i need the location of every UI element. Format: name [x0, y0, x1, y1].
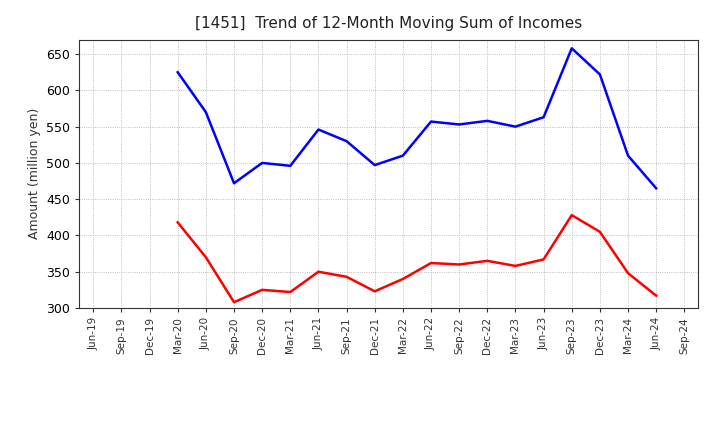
Net Income — [202, 255, 210, 260]
Ordinary Income — [202, 110, 210, 115]
Net Income — [595, 229, 604, 235]
Ordinary Income — [174, 70, 182, 75]
Ordinary Income — [230, 180, 238, 186]
Net Income — [174, 220, 182, 225]
Net Income — [624, 271, 632, 276]
Ordinary Income — [483, 118, 492, 124]
Net Income — [567, 213, 576, 218]
Net Income — [455, 262, 464, 267]
Net Income — [258, 287, 266, 293]
Ordinary Income — [314, 127, 323, 132]
Net Income — [511, 263, 520, 268]
Ordinary Income — [399, 153, 408, 158]
Net Income — [342, 274, 351, 279]
Ordinary Income — [427, 119, 436, 124]
Line: Net Income: Net Income — [178, 215, 656, 302]
Net Income — [483, 258, 492, 264]
Ordinary Income — [652, 186, 660, 191]
Ordinary Income — [455, 122, 464, 127]
Ordinary Income — [595, 72, 604, 77]
Net Income — [399, 276, 408, 282]
Ordinary Income — [370, 162, 379, 168]
Net Income — [286, 290, 294, 295]
Net Income — [370, 289, 379, 294]
Net Income — [539, 257, 548, 262]
Ordinary Income — [258, 160, 266, 165]
Ordinary Income — [342, 139, 351, 144]
Net Income — [230, 300, 238, 305]
Net Income — [652, 293, 660, 298]
Title: [1451]  Trend of 12-Month Moving Sum of Incomes: [1451] Trend of 12-Month Moving Sum of I… — [195, 16, 582, 32]
Ordinary Income — [286, 163, 294, 169]
Ordinary Income — [624, 153, 632, 158]
Y-axis label: Amount (million yen): Amount (million yen) — [27, 108, 40, 239]
Line: Ordinary Income: Ordinary Income — [178, 48, 656, 188]
Net Income — [314, 269, 323, 275]
Ordinary Income — [567, 46, 576, 51]
Ordinary Income — [511, 124, 520, 129]
Ordinary Income — [539, 114, 548, 120]
Net Income — [427, 260, 436, 266]
